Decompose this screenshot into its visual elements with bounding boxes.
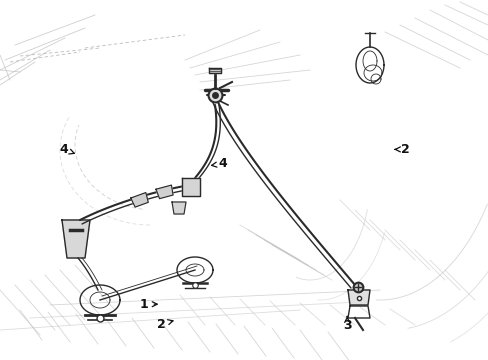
Polygon shape — [130, 193, 148, 207]
Polygon shape — [172, 202, 185, 214]
Polygon shape — [156, 185, 173, 199]
Text: 4: 4 — [59, 143, 74, 156]
Text: 2: 2 — [157, 318, 173, 330]
Text: 2: 2 — [394, 143, 409, 156]
Polygon shape — [182, 178, 200, 196]
Text: 3: 3 — [342, 316, 351, 332]
Polygon shape — [208, 68, 221, 73]
Text: 4: 4 — [211, 157, 226, 170]
Polygon shape — [347, 290, 369, 305]
Text: 1: 1 — [140, 298, 157, 311]
Polygon shape — [62, 220, 90, 258]
